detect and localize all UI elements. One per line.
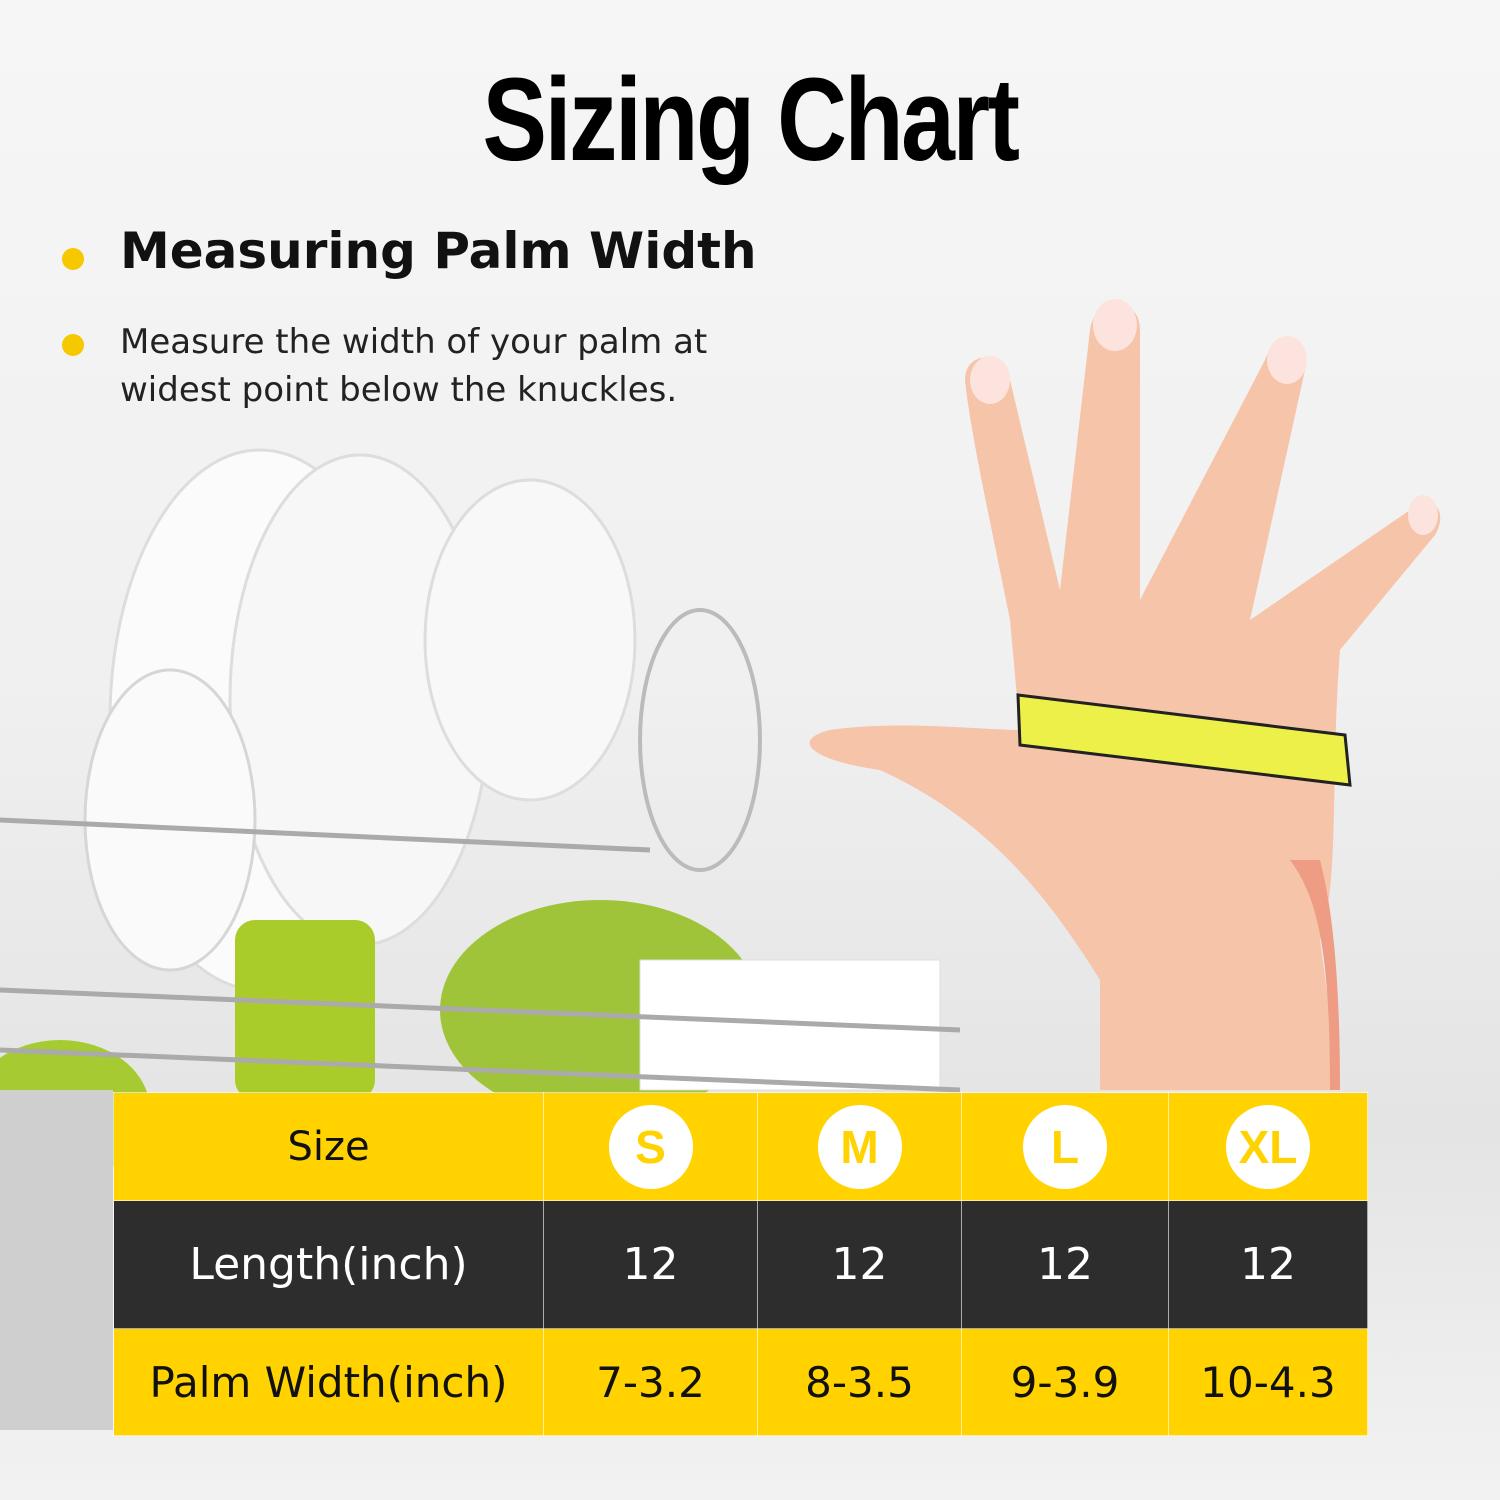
bullet-dot [62,248,84,270]
table-cell: 12 [1168,1200,1368,1329]
table-cell: 9-3.9 [961,1328,1169,1436]
dish-rack-photo [0,448,961,1430]
bullet-dot [62,334,84,356]
size-badge: XL [1226,1104,1310,1189]
size-badge: M [817,1104,902,1189]
table-cell: 12 [961,1200,1169,1329]
page-title: Sizing Chart [482,54,1020,186]
row-label: Length(inch) [113,1200,544,1329]
hand-illustration [809,299,1441,1090]
table-row-length: Length(inch) 12 12 12 12 [113,1200,1368,1329]
table-cell: 10-4.3 [1168,1328,1368,1436]
measuring-tape [1016,693,1352,787]
table-row-size: Size S M L XL [113,1092,1368,1201]
instructions-text: Measure the width of your palm at widest… [120,322,708,410]
table-cell: 8-3.5 [757,1328,962,1436]
size-badge: S [608,1104,693,1189]
row-label: Palm Width(inch) [113,1328,544,1436]
table-cell: 12 [543,1200,758,1329]
table-cell: 7-3.2 [543,1328,758,1436]
table-cell: 12 [757,1200,962,1329]
table-row-palm-width: Palm Width(inch) 7-3.2 8-3.5 9-3.9 10-4.… [113,1328,1368,1436]
size-badge: L [1023,1104,1107,1189]
row-label: Size [113,1092,544,1201]
section-heading: Measuring Palm Width [120,222,757,280]
size-table: Size S M L XL Length(inch) 12 12 12 12 P… [113,1092,1368,1436]
